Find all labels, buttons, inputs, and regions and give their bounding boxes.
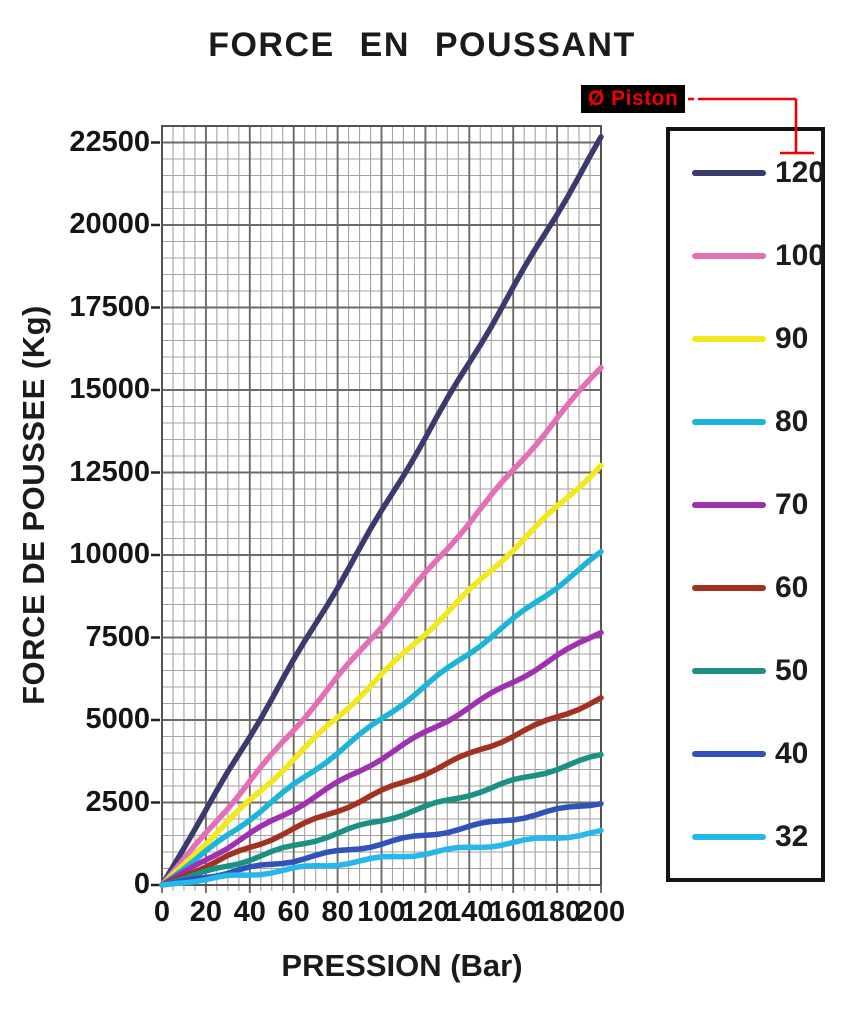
plot-border bbox=[161, 125, 602, 886]
series-line-50 bbox=[159, 751, 604, 888]
y-axis-title: FORCE DE POUSSEE (Kg) bbox=[16, 305, 51, 705]
legend-item-label: 60 bbox=[775, 570, 809, 604]
y-tick-label-7500: 7500 bbox=[85, 620, 150, 653]
legend-swatch-line-icon bbox=[692, 584, 766, 591]
y-tick-label-12500: 12500 bbox=[69, 455, 150, 488]
series-line-60 bbox=[159, 695, 604, 888]
x-tick-label-160: 160 bbox=[488, 896, 538, 928]
legend-item-120: 120 bbox=[670, 131, 825, 214]
legend-item-40: 40 bbox=[670, 712, 825, 795]
y-tick-label-0: 0 bbox=[133, 868, 150, 900]
series-line-70 bbox=[159, 629, 604, 888]
legend-swatch-line-icon bbox=[692, 750, 766, 757]
legend-item-label: 80 bbox=[775, 404, 809, 438]
series-line-80 bbox=[159, 548, 604, 888]
series-line-100 bbox=[159, 364, 604, 888]
legend-item-label: 40 bbox=[775, 736, 809, 770]
legend-item-32: 32 bbox=[670, 795, 825, 878]
y-tick-label-22500: 22500 bbox=[69, 125, 150, 158]
legend-swatch-line-icon bbox=[692, 501, 766, 508]
legend-item-label: 90 bbox=[775, 321, 809, 355]
x-tick-label-200: 200 bbox=[576, 896, 626, 928]
x-axis-title: PRESSION (Bar) bbox=[281, 948, 523, 983]
x-tick-label-60: 60 bbox=[277, 896, 310, 928]
y-tick-label-5000: 5000 bbox=[85, 703, 150, 735]
chart-title: FORCE EN POUSSANT bbox=[208, 26, 636, 64]
y-tick-label-17500: 17500 bbox=[69, 290, 150, 323]
y-tick-label-2500: 2500 bbox=[85, 785, 150, 818]
legend-item-90: 90 bbox=[670, 297, 825, 380]
y-tick-label-15000: 15000 bbox=[69, 373, 150, 405]
legend-swatch-line-icon bbox=[692, 252, 766, 259]
legend-item-50: 50 bbox=[670, 629, 825, 712]
x-tick-label-120: 120 bbox=[401, 896, 450, 928]
x-tick-label-80: 80 bbox=[321, 896, 354, 928]
legend-header-piston-diameter: Ø Piston bbox=[581, 85, 686, 113]
legend-item-100: 100 bbox=[670, 214, 825, 297]
x-tick-label-0: 0 bbox=[153, 896, 171, 928]
legend-swatch-line-icon bbox=[692, 667, 766, 674]
x-tick-label-140: 140 bbox=[445, 896, 494, 928]
legend-item-70: 70 bbox=[670, 463, 825, 546]
y-axis-ticks bbox=[151, 141, 160, 887]
x-tick-label-100: 100 bbox=[357, 896, 406, 928]
legend-swatch-line-icon bbox=[692, 335, 766, 342]
series-line-32 bbox=[159, 827, 604, 888]
legend-item-label: 32 bbox=[775, 819, 809, 853]
legend-item-label: 120 bbox=[775, 155, 826, 189]
y-tick-label-20000: 20000 bbox=[69, 208, 150, 240]
series-line-90 bbox=[159, 462, 604, 888]
legend-item-label: 70 bbox=[775, 487, 809, 521]
x-tick-label-20: 20 bbox=[189, 896, 223, 928]
x-tick-label-40: 40 bbox=[233, 896, 266, 928]
legend-swatch-line-icon bbox=[692, 169, 766, 176]
legend-item-label: 50 bbox=[775, 653, 809, 687]
legend-box: 120 100 90 80 70 60 50 40 32 bbox=[666, 127, 825, 882]
legend-item-60: 60 bbox=[670, 546, 825, 629]
plot-area bbox=[151, 125, 604, 893]
legend-swatch-line-icon bbox=[692, 418, 766, 425]
y-tick-label-10000: 10000 bbox=[69, 538, 150, 570]
legend-item-label: 100 bbox=[775, 238, 826, 272]
series-line-120 bbox=[159, 134, 604, 888]
legend-swatch-line-icon bbox=[692, 833, 766, 840]
legend-item-80: 80 bbox=[670, 380, 825, 463]
x-tick-label-180: 180 bbox=[532, 896, 582, 928]
series-line-40 bbox=[159, 800, 604, 888]
